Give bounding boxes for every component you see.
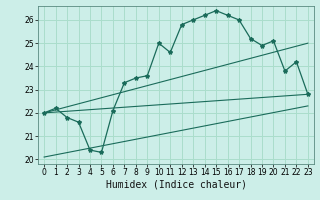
X-axis label: Humidex (Indice chaleur): Humidex (Indice chaleur) xyxy=(106,180,246,190)
